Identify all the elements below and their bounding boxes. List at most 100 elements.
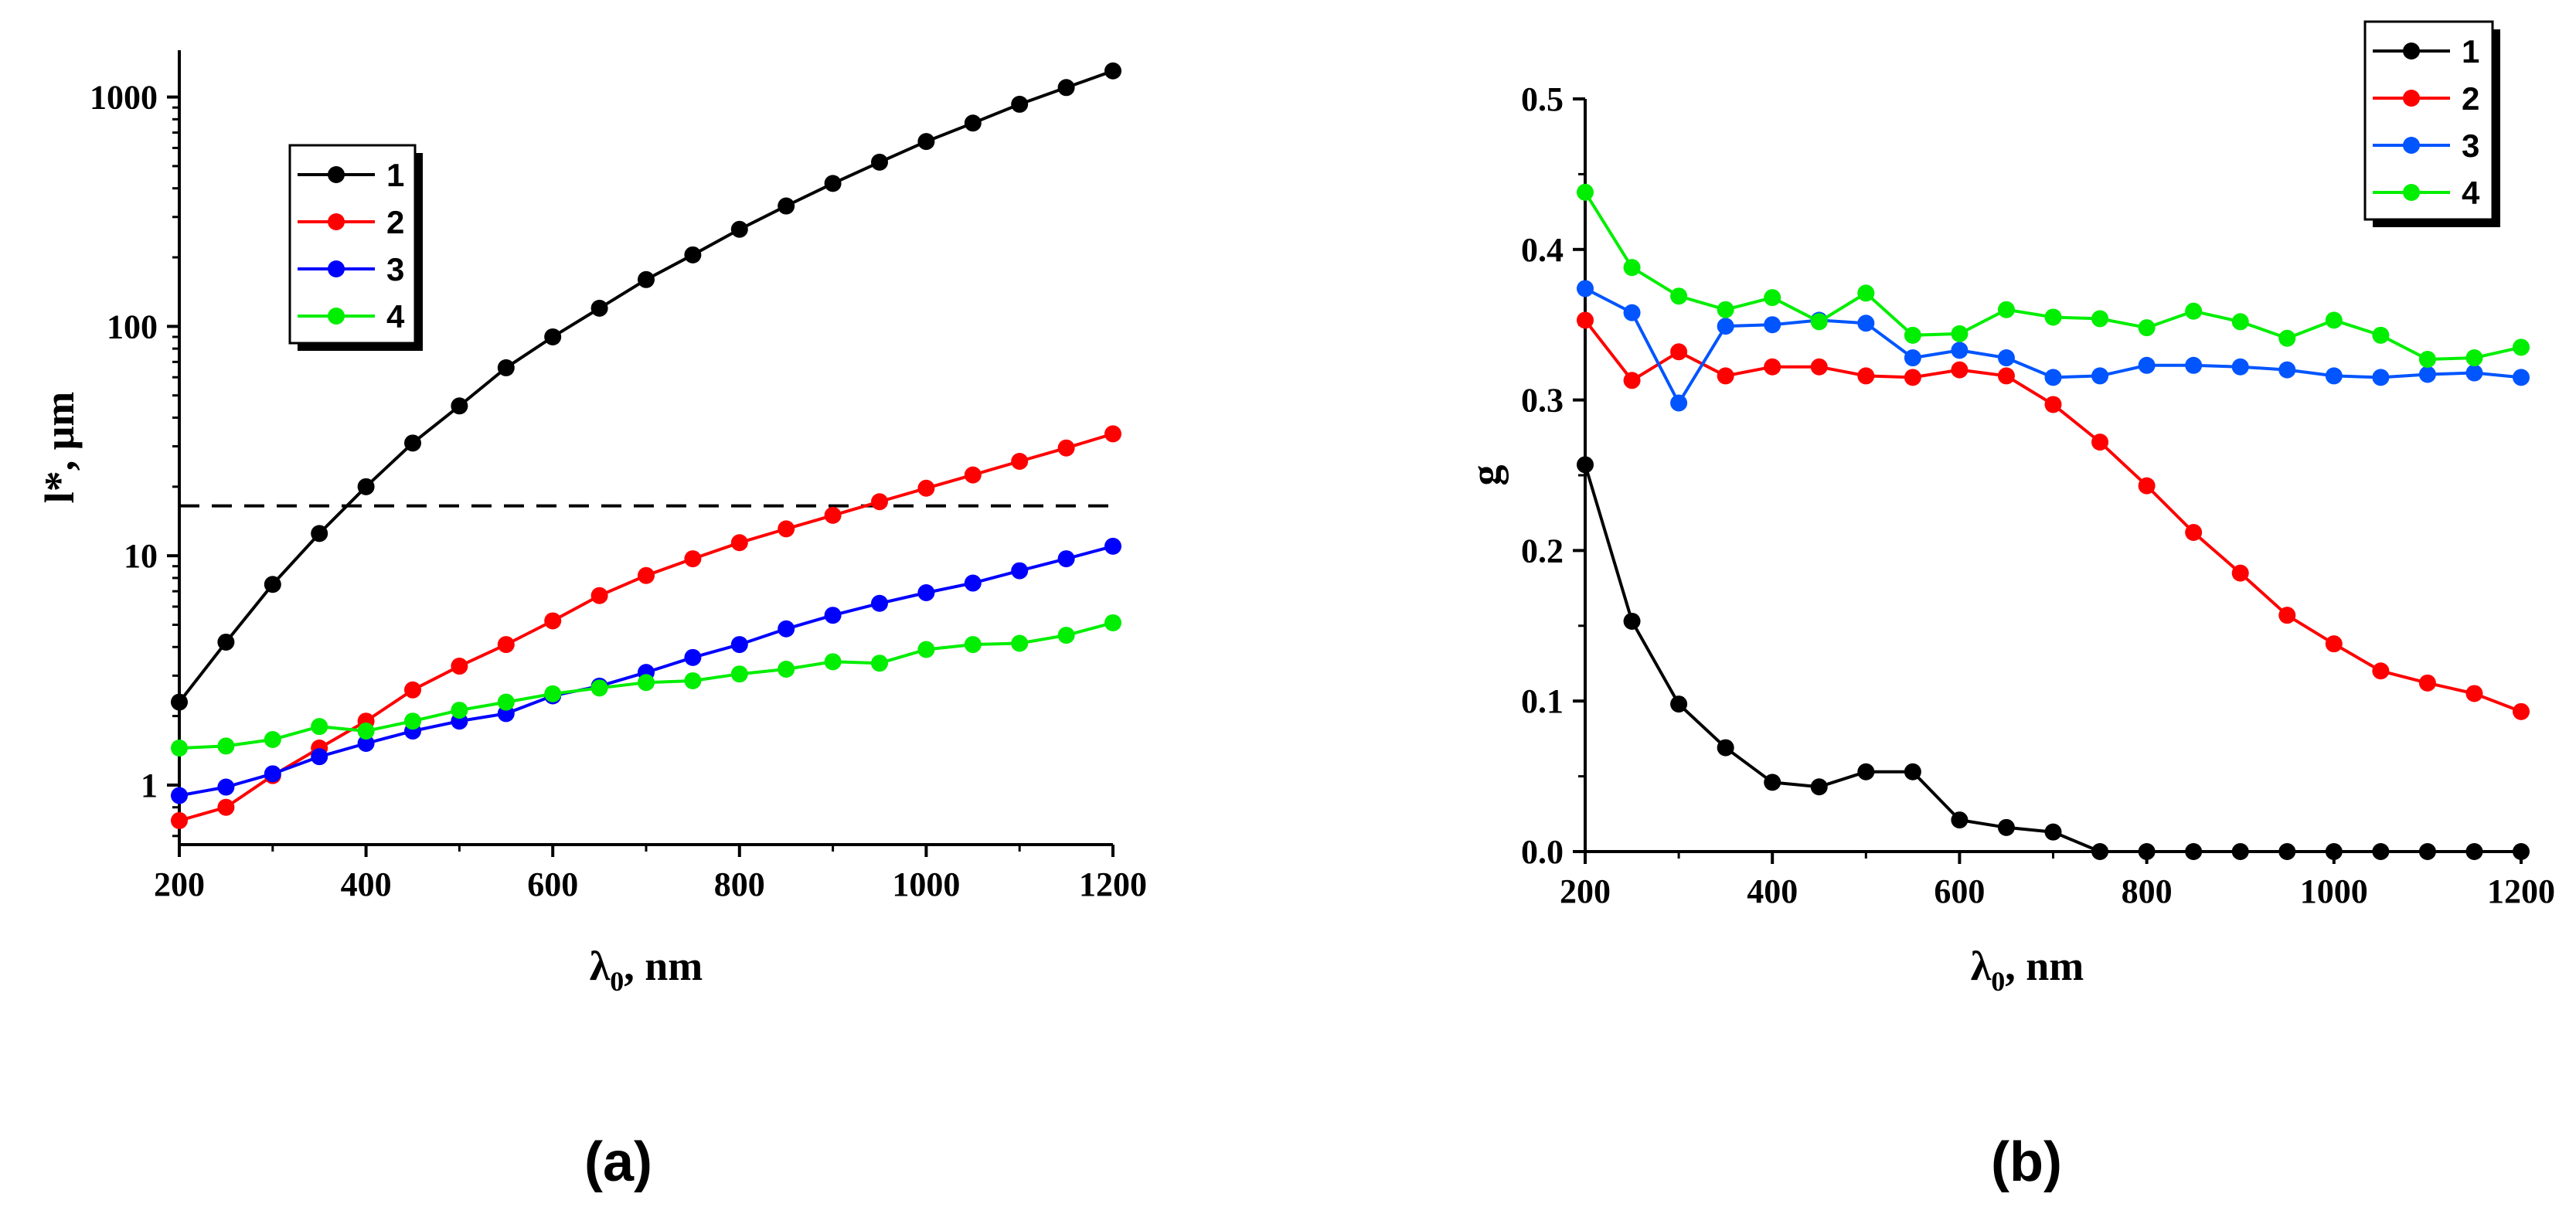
legend-marker-3 [328,260,345,277]
legend-label-3: 3 [2462,128,2479,164]
data-point [824,506,842,524]
data-point [2325,843,2343,860]
data-point [2418,366,2436,383]
x-tick-label: 400 [341,865,392,903]
data-point [1104,537,1121,555]
data-point [1764,316,1781,334]
data-point [824,653,842,671]
data-point [1764,358,1781,376]
data-point [1764,774,1781,791]
data-point [2231,843,2249,860]
data-point [451,397,468,415]
data-point [1810,358,1828,376]
x-tick-label: 1000 [2300,872,2368,910]
data-point [1670,287,1688,305]
data-point [824,175,842,192]
panel-b-chart: 200 400 600 800 1000 1200 0.0 0.1 0.2 0.3 0.4 0.5 λ0… [1462,20,2555,1193]
data-point [1623,304,1641,321]
x-tick-label: 1200 [1079,865,1147,903]
data-point [217,633,235,651]
series-line [1584,464,2521,853]
data-point [2465,364,2483,382]
x-axis-label: λ0, nm [590,943,703,997]
data-point [2091,434,2109,451]
data-point [730,636,748,654]
data-point [2185,302,2203,320]
legend-marker-1 [328,166,345,183]
data-point [357,734,375,752]
y-tick-label: 0.0 [1521,833,1564,871]
data-point [1951,342,1969,359]
data-point [497,359,515,376]
data-point [871,594,888,612]
data-point [2138,843,2156,860]
data-point [778,520,795,538]
data-point [1951,361,1969,379]
y-axis-label: l*, μm [36,392,83,504]
data-point [544,612,562,630]
data-point [2465,685,2483,702]
data-point [1904,763,1921,780]
data-point [2513,369,2530,386]
data-point [217,778,235,796]
data-point [871,493,888,511]
data-point [1857,763,1875,780]
legend-marker-2 [328,213,345,230]
data-point [917,641,935,658]
data-point [1577,183,1594,201]
data-point [964,114,982,132]
y-tick-label: 0.2 [1521,532,1564,570]
panel-caption: (a) [584,1131,652,1193]
data-point [917,133,935,151]
data-point [964,466,982,484]
data-point [2044,396,2062,413]
data-point [2372,326,2390,344]
x-tick-label: 200 [154,865,205,903]
data-point [1670,695,1688,713]
data-point [1904,326,1921,344]
data-point [1623,372,1641,389]
data-point [2513,702,2530,720]
data-point [730,220,748,238]
data-point [1810,778,1828,796]
data-point [404,681,421,699]
x-axis-label-unit: , nm [2005,943,2084,989]
data-point [2044,369,2062,386]
data-point [171,693,188,711]
data-point [590,587,608,604]
data-point [2325,311,2343,329]
series-4 [1577,183,2530,369]
data-point [2372,369,2390,386]
data-point [2513,338,2530,356]
series-1 [171,62,1121,711]
legend-marker-3 [2403,137,2420,154]
data-point [2091,843,2109,860]
data-point [2418,674,2436,692]
data-point [1997,349,2015,367]
data-point [964,574,982,592]
data-point [2185,356,2203,374]
data-point [684,246,702,264]
data-point [1577,311,1594,329]
legend-box [288,144,417,345]
x-tick-label: 600 [1934,872,1985,910]
legend-label-4: 4 [2462,175,2480,211]
data-point [1670,394,1688,412]
data-point [497,636,515,654]
data-point [2185,524,2203,542]
data-point [544,685,562,702]
x-axis-label: λ0, nm [1971,943,2084,997]
data-point [311,718,328,736]
legend: 1 2 3 4 [288,144,423,351]
y-axis-label: g [1462,465,1509,486]
data-point [917,583,935,601]
data-point [1011,562,1029,580]
data-point [544,328,562,345]
data-point [264,765,281,783]
legend-label-1: 1 [386,157,404,193]
series-3 [1577,280,2530,412]
y-tick-label: 0.5 [1521,80,1564,118]
data-point [451,702,468,719]
